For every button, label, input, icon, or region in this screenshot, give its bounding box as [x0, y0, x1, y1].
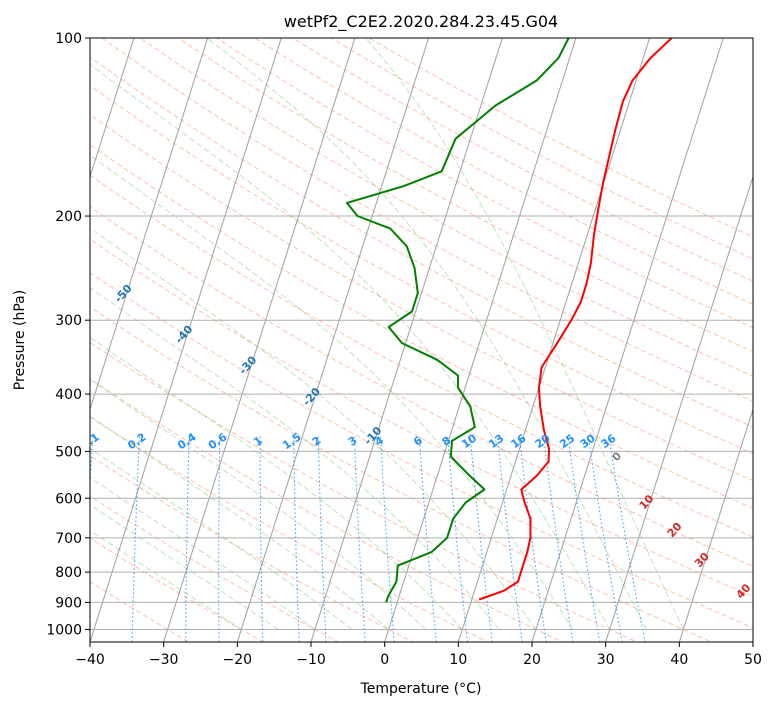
moist-adiabat: [90, 529, 242, 630]
isotherm-line: [90, 38, 209, 412]
x-tick-label: 0: [380, 652, 389, 668]
x-tick-label: 20: [523, 652, 541, 668]
dry-adiabat: [101, 38, 753, 402]
isotherm-line: [457, 38, 651, 642]
dry-adiabat: [90, 581, 190, 642]
dry-adiabat: [90, 271, 753, 629]
y-tick-label: 1000: [46, 622, 82, 638]
x-tick-label: 50: [744, 652, 762, 668]
x-tick-label: −20: [223, 652, 253, 668]
moist-adiabat: [90, 504, 279, 630]
y-tick-label: 900: [55, 595, 82, 611]
y-tick-label: 400: [55, 387, 82, 403]
x-tick-label: −30: [149, 652, 179, 668]
mixing-ratio-line: [587, 435, 623, 642]
dry-adiabat: [90, 174, 753, 538]
y-tick-label: 700: [55, 531, 82, 547]
plot-frame: [89, 37, 754, 643]
chart-title: wetPf2_C2E2.2020.284.23.45.G04: [284, 12, 558, 32]
moist-adiabat: [90, 415, 389, 630]
isotherm-line: [90, 38, 135, 179]
moist-adiabat: [90, 477, 316, 630]
isotherm-line: [531, 38, 724, 642]
x-tick-label: −10: [296, 652, 326, 668]
isotherm-line: [236, 38, 430, 642]
x-tick-label: −40: [75, 652, 105, 668]
isotherm-line: [384, 38, 577, 642]
isotherm-line: [605, 175, 753, 642]
isotherm-line: [90, 38, 282, 642]
moist-adiabat: [90, 447, 353, 630]
y-tick-label: 200: [55, 209, 82, 225]
isotherm-line: [163, 38, 356, 642]
dewpoint-profile-line: [345, 38, 570, 603]
y-tick-label: 600: [55, 491, 82, 507]
temperature-profile-line: [478, 38, 673, 601]
y-axis-label: Pressure (hPa): [12, 290, 28, 390]
moist-adiabat: [90, 378, 426, 630]
moist-adiabat: [90, 154, 574, 630]
dry-adiabat: [254, 38, 753, 305]
y-tick-label: 800: [55, 565, 82, 581]
x-tick-label: 30: [597, 652, 615, 668]
moist-adiabat: [90, 287, 500, 630]
x-tick-label: 40: [670, 652, 688, 668]
y-tick-label: 300: [55, 313, 82, 329]
dry-adiabat: [216, 38, 753, 329]
dry-adiabat: [90, 455, 415, 642]
mixing-ratio-label: 0.1: [78, 430, 101, 452]
dry-adiabat: [178, 38, 753, 353]
isotherm-line: [678, 407, 753, 642]
y-tick-label: 100: [55, 31, 82, 47]
y-tick-label: 500: [55, 444, 82, 460]
plot-area: [90, 38, 753, 642]
mixing-ratio-line: [608, 435, 646, 642]
x-tick-label: 10: [449, 652, 467, 668]
moist-adiabat: [90, 63, 611, 630]
moist-adiabat: [365, 38, 684, 630]
moist-adiabat: [206, 38, 647, 630]
x-axis-label: Temperature (°C): [360, 681, 482, 697]
dry-adiabat: [90, 495, 340, 642]
isotherm-line: [310, 38, 503, 642]
mixing-ratio-line: [542, 435, 574, 642]
dry-adiabat: [90, 378, 564, 642]
mixing-ratio-line: [567, 435, 601, 642]
